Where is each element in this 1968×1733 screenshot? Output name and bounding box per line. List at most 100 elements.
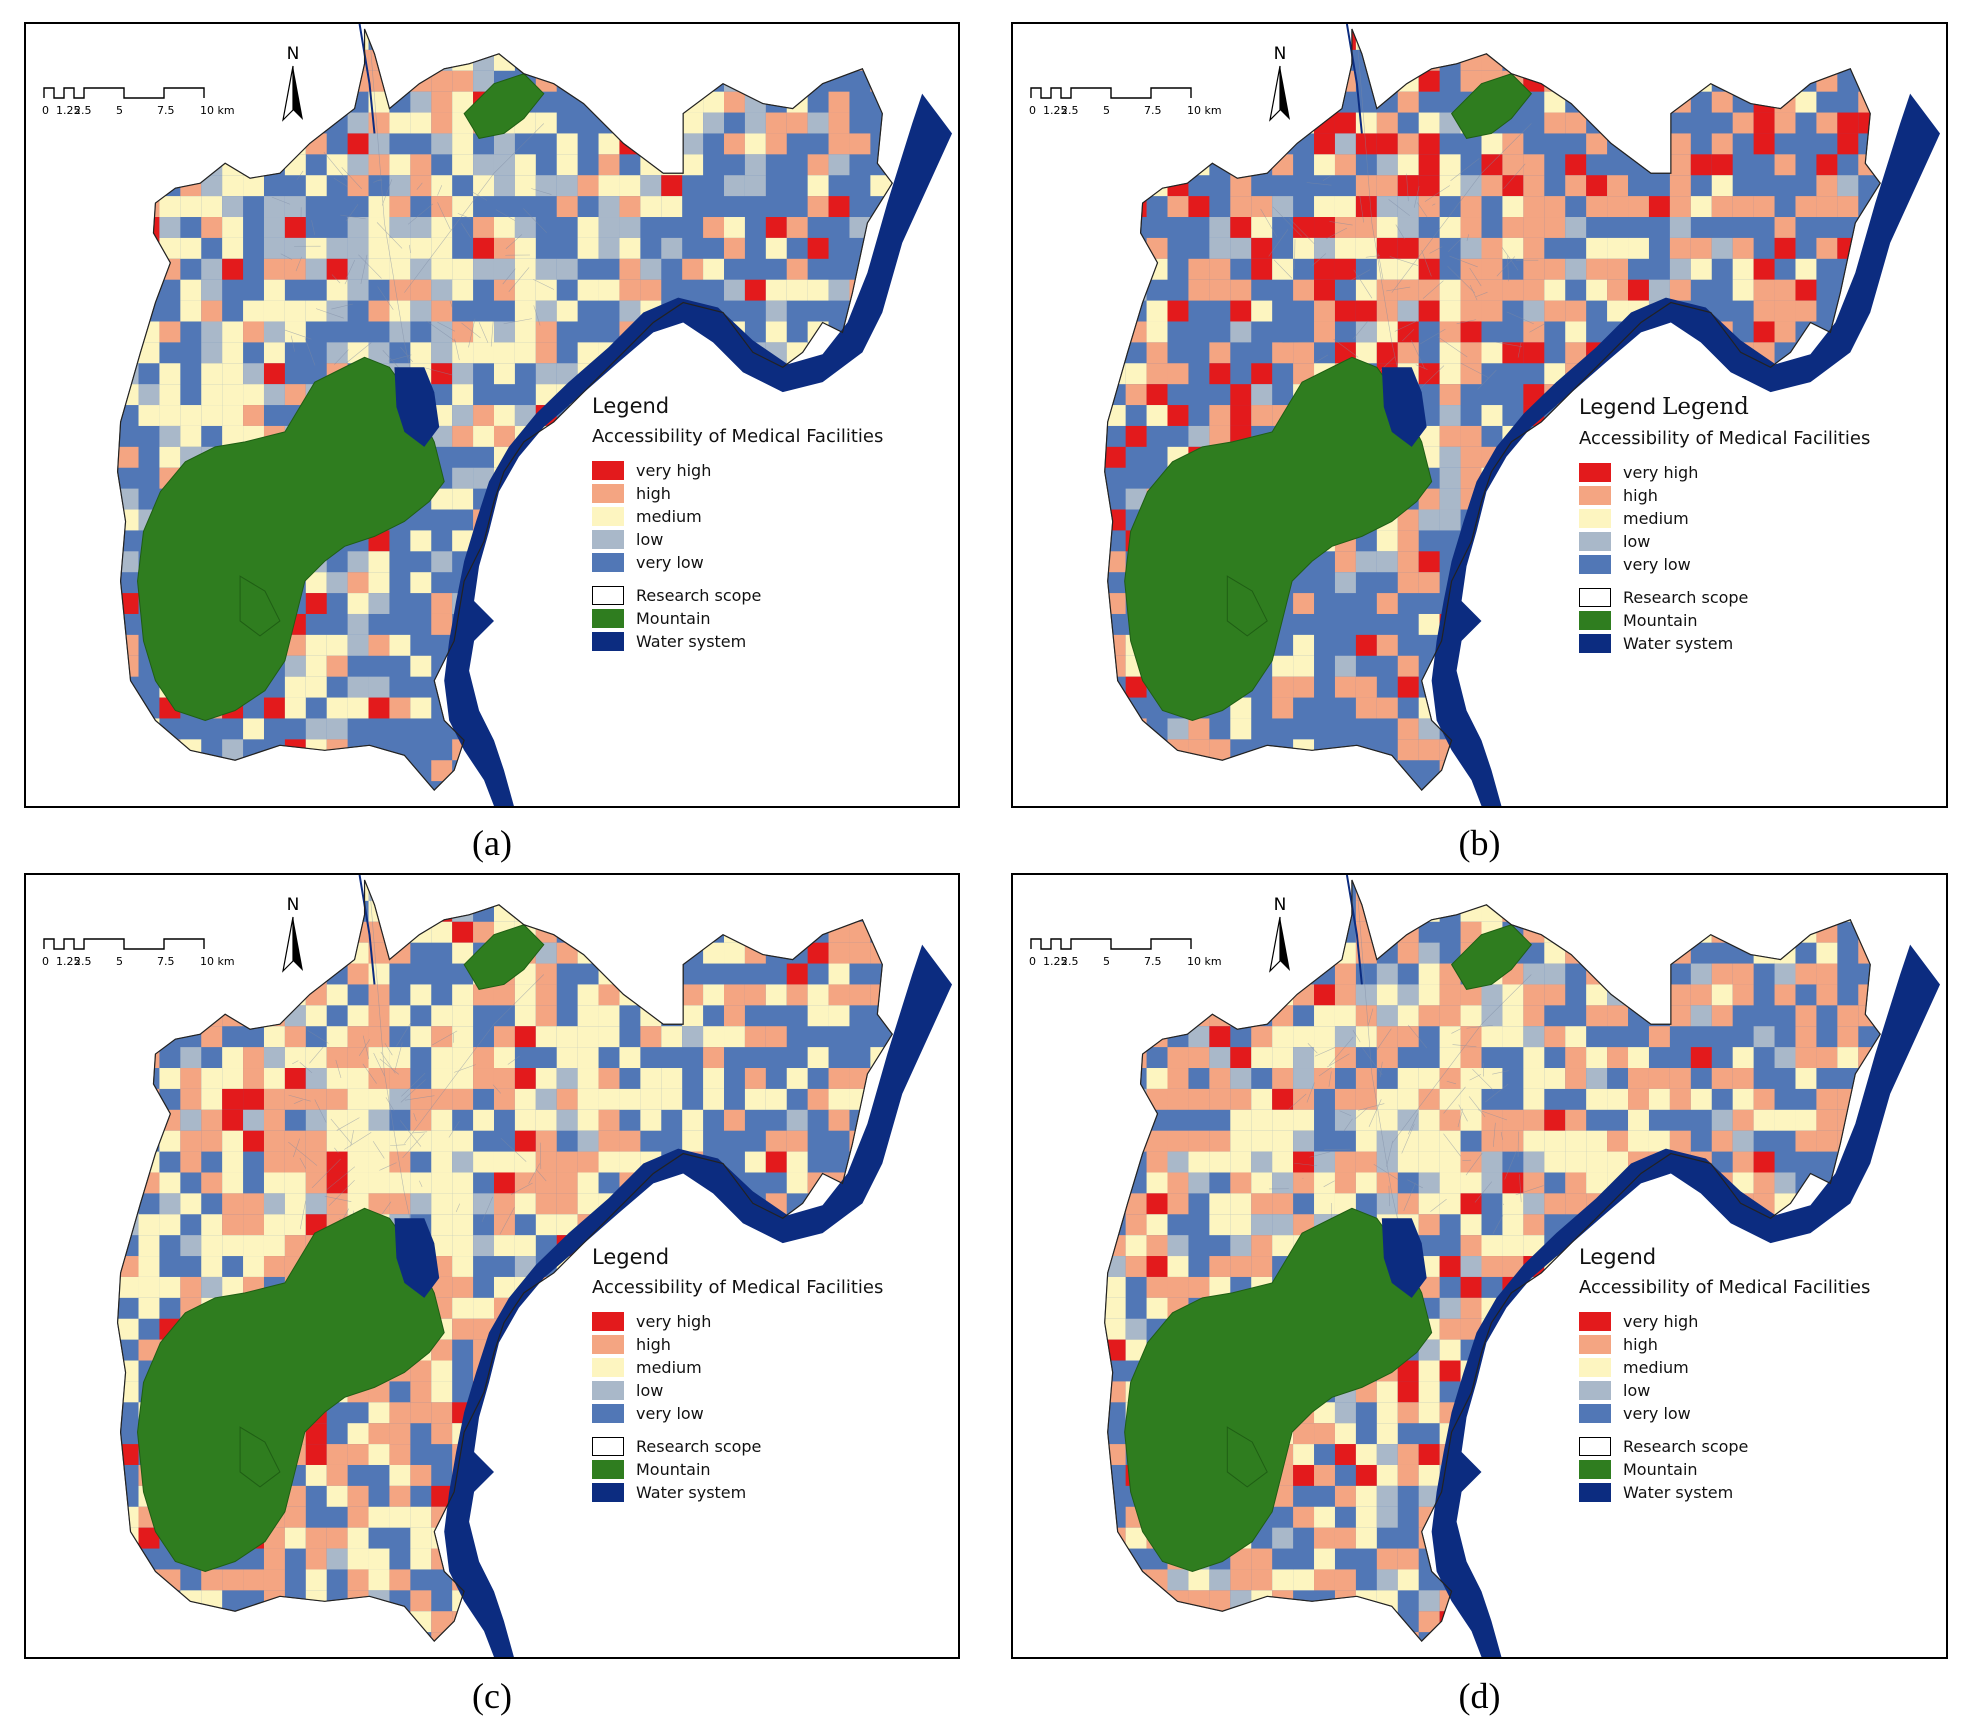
grid-cell-high (180, 1151, 202, 1173)
grid-cell-high (1355, 697, 1377, 719)
scale-label: 0 (1029, 104, 1036, 117)
grid-cell-medium (347, 1109, 369, 1131)
grid-cell-low (1837, 175, 1859, 197)
grid-cell-high (201, 1130, 223, 1152)
grid-cell-high (1774, 300, 1796, 322)
grid-cell-medium (1858, 1569, 1880, 1591)
grid-cell-medium (1795, 1632, 1817, 1642)
grid-cell-medium (1418, 1464, 1440, 1486)
grid-cell-high (786, 258, 808, 280)
grid-cell-medium (1523, 1130, 1545, 1152)
grid-cell-high (535, 1172, 557, 1194)
grid-cell-low (180, 1653, 201, 1657)
grid-cell-medium (535, 112, 557, 134)
grid-cell-medium (180, 879, 202, 901)
grid-cell-high (1837, 1005, 1859, 1027)
grid-cell-medium (493, 363, 515, 385)
grid-cell-low (201, 154, 223, 176)
grid-cell-medium (1544, 1318, 1566, 1340)
grid-cell-medium (1439, 279, 1461, 301)
grid-cell-medium (1502, 196, 1524, 218)
grid-cell-medium (514, 1005, 536, 1027)
grid-cell-high (389, 1151, 411, 1173)
grid-cell-low (1439, 1297, 1461, 1319)
lake (1381, 1218, 1427, 1298)
grid-cell-low (1753, 1026, 1775, 1048)
grid-cell-high (891, 321, 893, 343)
grid-cell-medium (347, 1172, 369, 1194)
grid-cell-medium (1272, 1109, 1294, 1131)
legend-swatch (592, 1312, 624, 1331)
grid-cell-medium (535, 655, 557, 677)
grid-cell-medium (807, 175, 829, 197)
grid-cell-low (619, 49, 641, 71)
grid-cell-high (1146, 1235, 1168, 1257)
grid-cell-high (828, 91, 850, 113)
grid-cell-low (535, 613, 557, 635)
grid-cell-low (473, 1193, 494, 1215)
grid-cell-high (1209, 739, 1231, 761)
grid-cell-very-high (1523, 655, 1545, 677)
grid-cell-low (1334, 572, 1356, 594)
grid-cell-high (1167, 1276, 1189, 1298)
grid-cell-medium (306, 802, 327, 806)
grid-cell-high (1314, 942, 1335, 964)
grid-cell-very-high (1690, 49, 1712, 71)
grid-cell-medium (1230, 1632, 1252, 1642)
grid-cell-high (1104, 697, 1126, 719)
grid-cell-high (389, 1569, 411, 1591)
legend-label: Water system (1623, 634, 1734, 653)
grid-cell-medium (452, 1047, 474, 1069)
grid-cell-medium (452, 49, 474, 71)
grid-cell-high (1376, 1172, 1398, 1194)
grid-cell-high (1397, 1026, 1419, 1048)
grid-cell-high (1355, 942, 1377, 964)
grid-cell-very-high (1251, 258, 1273, 280)
grid-cell-medium (431, 1235, 453, 1257)
map-frame: 0 1.25 2.5 5 7.5 10 km N Legend Accessibility of… (24, 873, 960, 1659)
grid-cell-high (1795, 655, 1817, 677)
north-label: N (1273, 895, 1287, 915)
grid-cell-low (305, 91, 327, 113)
grid-cell-medium (1502, 1360, 1524, 1382)
grid-cell-medium (117, 1276, 139, 1298)
grid-cell-medium (1732, 1047, 1754, 1069)
grid-cell-medium (1439, 1047, 1461, 1069)
grid-cell-medium (786, 1172, 808, 1194)
legend-row-high: high (592, 482, 883, 505)
grid-cell-very-high (1146, 1256, 1168, 1277)
grid-cell-low (535, 175, 557, 197)
grid-cell-high (1397, 1444, 1419, 1465)
grid-cell-medium (222, 237, 244, 259)
grid-cell-medium (284, 1193, 306, 1215)
grid-cell-medium (305, 300, 327, 322)
grid-cell-high (1125, 1130, 1147, 1152)
grid-cell-medium (1732, 1088, 1754, 1110)
grid-cell-high (1209, 28, 1231, 50)
grid-cell-high (1439, 1068, 1461, 1089)
grid-cell-high (536, 1653, 557, 1657)
grid-cell-high (1397, 551, 1419, 573)
grid-cell-high (891, 1297, 893, 1319)
grid-cell-high (1837, 718, 1859, 740)
grid-cell-high (661, 942, 683, 964)
grid-cell-high (1711, 1527, 1733, 1549)
mountain-area (463, 924, 545, 990)
grid-cell-high (1774, 279, 1796, 301)
grid-cell-high (1544, 488, 1566, 510)
grid-cell-high (1544, 112, 1566, 134)
grid-cell-medium (661, 1214, 683, 1236)
grid-cell-low (180, 1109, 202, 1131)
grid-cell-low (473, 1235, 494, 1257)
grid-cell-medium (1690, 921, 1712, 943)
grid-cell-low (556, 655, 578, 677)
grid-cell-high (493, 1193, 515, 1215)
scale-bar: 0 1.25 2.5 5 7.5 10 km (42, 82, 242, 122)
grid-cell-high (1774, 321, 1796, 343)
grid-cell-high (870, 70, 892, 92)
grid-cell-low (473, 258, 494, 280)
grid-cell-high (1628, 1590, 1649, 1612)
legend-row-medium: medium (592, 505, 883, 528)
grid-cell-medium (661, 28, 683, 50)
grid-cell-medium (180, 237, 202, 259)
